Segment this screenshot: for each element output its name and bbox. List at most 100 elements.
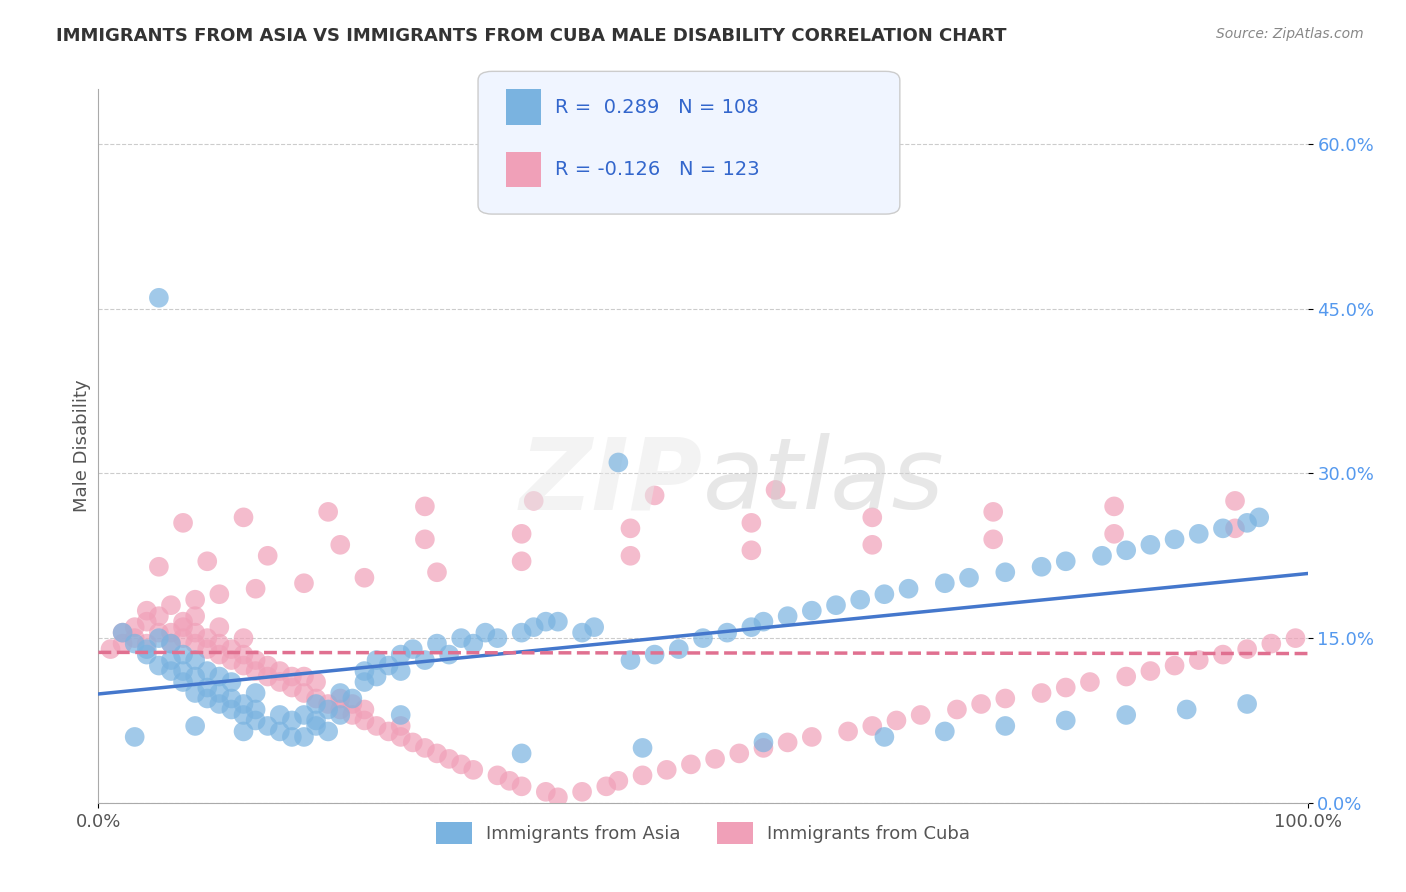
Point bbox=[281, 681, 304, 695]
Point bbox=[886, 714, 908, 728]
Point bbox=[1163, 658, 1185, 673]
Point bbox=[366, 669, 388, 683]
Point bbox=[245, 702, 267, 716]
Point bbox=[437, 648, 460, 662]
Point bbox=[329, 538, 352, 552]
Point bbox=[269, 664, 291, 678]
Point bbox=[184, 637, 207, 651]
Point bbox=[221, 702, 243, 716]
Text: atlas: atlas bbox=[703, 434, 945, 530]
Point bbox=[1115, 669, 1137, 683]
Point bbox=[232, 631, 254, 645]
Point bbox=[389, 730, 412, 744]
Point bbox=[946, 702, 969, 716]
Point bbox=[245, 582, 267, 596]
Point bbox=[1115, 543, 1137, 558]
Point bbox=[269, 708, 291, 723]
Point bbox=[619, 549, 641, 563]
Point bbox=[498, 773, 520, 788]
Point bbox=[655, 763, 678, 777]
Point bbox=[208, 686, 231, 700]
Point bbox=[232, 510, 254, 524]
Point bbox=[148, 291, 170, 305]
Point bbox=[135, 615, 157, 629]
Point bbox=[740, 516, 762, 530]
Point bbox=[426, 566, 449, 580]
Point bbox=[148, 609, 170, 624]
Point bbox=[353, 664, 375, 678]
Point bbox=[135, 642, 157, 657]
Point bbox=[208, 587, 231, 601]
Point bbox=[195, 642, 218, 657]
Point bbox=[800, 730, 823, 744]
Point bbox=[426, 747, 449, 761]
Point bbox=[1236, 516, 1258, 530]
Point bbox=[957, 571, 980, 585]
Point bbox=[232, 708, 254, 723]
Point bbox=[413, 500, 436, 514]
Y-axis label: Male Disability: Male Disability bbox=[73, 380, 91, 512]
Point bbox=[221, 691, 243, 706]
Point bbox=[342, 697, 364, 711]
Point bbox=[292, 730, 315, 744]
Point bbox=[1031, 686, 1053, 700]
Point bbox=[1236, 697, 1258, 711]
Point bbox=[1054, 714, 1077, 728]
Point bbox=[148, 559, 170, 574]
Point bbox=[232, 697, 254, 711]
Point bbox=[342, 691, 364, 706]
Point bbox=[172, 675, 194, 690]
Point bbox=[994, 719, 1017, 733]
Point bbox=[728, 747, 751, 761]
Point bbox=[160, 664, 183, 678]
Point bbox=[184, 609, 207, 624]
Point bbox=[450, 757, 472, 772]
Point bbox=[172, 516, 194, 530]
Point bbox=[800, 604, 823, 618]
Point bbox=[232, 658, 254, 673]
Point bbox=[752, 740, 775, 755]
Point bbox=[160, 637, 183, 651]
Point bbox=[256, 719, 278, 733]
Point bbox=[329, 708, 352, 723]
Point bbox=[607, 773, 630, 788]
Point bbox=[342, 708, 364, 723]
Point bbox=[1139, 538, 1161, 552]
Point bbox=[474, 625, 496, 640]
Point bbox=[1163, 533, 1185, 547]
Point bbox=[860, 719, 883, 733]
Point bbox=[221, 653, 243, 667]
Point bbox=[256, 658, 278, 673]
Point bbox=[389, 719, 412, 733]
Text: IMMIGRANTS FROM ASIA VS IMMIGRANTS FROM CUBA MALE DISABILITY CORRELATION CHART: IMMIGRANTS FROM ASIA VS IMMIGRANTS FROM … bbox=[56, 27, 1007, 45]
Point bbox=[316, 702, 339, 716]
Point bbox=[607, 455, 630, 469]
Point bbox=[329, 691, 352, 706]
Point bbox=[160, 653, 183, 667]
Point bbox=[389, 664, 412, 678]
Point bbox=[644, 488, 666, 502]
Point bbox=[776, 609, 799, 624]
Point bbox=[450, 631, 472, 645]
Point bbox=[353, 675, 375, 690]
Point bbox=[813, 120, 835, 135]
Point bbox=[256, 669, 278, 683]
Point bbox=[389, 708, 412, 723]
Text: R =  0.289   N = 108: R = 0.289 N = 108 bbox=[555, 97, 759, 117]
Point bbox=[269, 724, 291, 739]
Point bbox=[160, 637, 183, 651]
Point bbox=[221, 642, 243, 657]
Point bbox=[316, 505, 339, 519]
Point bbox=[510, 747, 533, 761]
Point bbox=[510, 780, 533, 794]
Point bbox=[160, 598, 183, 612]
Point bbox=[1102, 500, 1125, 514]
Point bbox=[402, 642, 425, 657]
Point bbox=[208, 669, 231, 683]
Point bbox=[860, 538, 883, 552]
Point bbox=[100, 642, 122, 657]
Point bbox=[195, 631, 218, 645]
Point bbox=[547, 615, 569, 629]
Point bbox=[849, 592, 872, 607]
Point bbox=[523, 620, 546, 634]
